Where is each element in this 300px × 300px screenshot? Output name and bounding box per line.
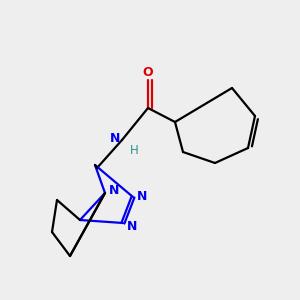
Text: N: N (109, 184, 119, 196)
Text: N: N (127, 220, 137, 232)
Text: N: N (137, 190, 147, 203)
Text: O: O (143, 67, 153, 80)
Text: H: H (130, 143, 138, 157)
Text: N: N (110, 131, 120, 145)
